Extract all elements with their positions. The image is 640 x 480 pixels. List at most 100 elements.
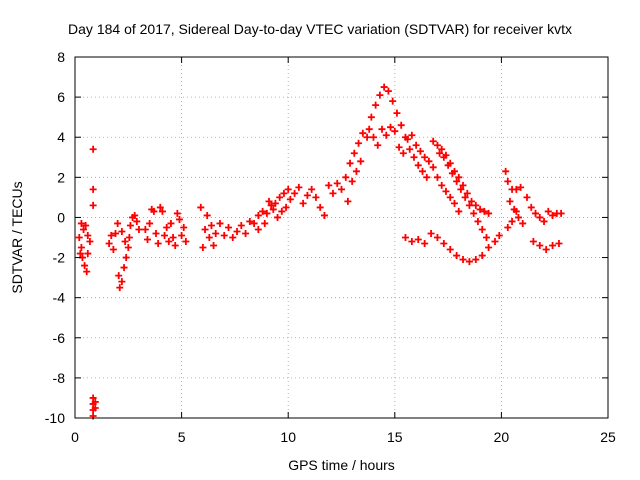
data-point	[472, 256, 480, 264]
data-point	[425, 157, 433, 165]
data-point	[463, 189, 471, 197]
y-axis-label: SDTVAR / TECUs	[9, 181, 25, 293]
data-point	[299, 199, 307, 207]
data-point	[459, 256, 467, 264]
data-point	[504, 177, 512, 185]
data-point	[367, 113, 375, 121]
data-point	[284, 185, 292, 193]
data-point	[76, 250, 84, 258]
data-point	[207, 221, 215, 229]
data-point	[182, 238, 190, 246]
data-point	[120, 264, 128, 272]
data-point	[201, 225, 209, 233]
y-tick-label: 0	[57, 209, 65, 225]
data-point	[536, 242, 544, 250]
data-point	[365, 125, 373, 133]
data-point	[478, 225, 486, 233]
data-point	[199, 244, 207, 252]
data-point	[455, 207, 463, 215]
data-point	[124, 244, 132, 252]
data-point	[421, 240, 429, 248]
data-point	[146, 219, 154, 227]
data-point	[105, 240, 113, 248]
data-point	[450, 167, 458, 175]
data-point	[461, 193, 469, 201]
data-point	[312, 193, 320, 201]
x-tick-label: 20	[494, 429, 510, 445]
data-point	[557, 209, 565, 217]
data-point	[133, 217, 141, 225]
data-point	[527, 203, 535, 211]
data-point	[109, 246, 117, 254]
data-point	[433, 234, 441, 241]
data-point	[80, 225, 88, 233]
data-point	[408, 238, 416, 246]
data-point	[410, 153, 418, 161]
chart-title: Day 184 of 2017, Sidereal Day-to-day VTE…	[68, 21, 572, 37]
data-point	[216, 219, 224, 227]
data-point	[75, 234, 83, 241]
data-point	[154, 240, 162, 248]
data-point	[412, 141, 420, 149]
data-point	[118, 227, 126, 235]
data-point	[429, 137, 437, 145]
data-point	[504, 223, 512, 231]
data-point	[308, 185, 316, 193]
grid	[75, 57, 608, 418]
data-point	[125, 234, 133, 241]
data-point	[459, 181, 467, 189]
data-point	[131, 211, 139, 219]
data-point	[165, 238, 173, 246]
data-point	[523, 193, 531, 201]
data-point	[274, 213, 282, 221]
data-point	[167, 219, 175, 227]
x-tick-label: 0	[71, 429, 79, 445]
data-point	[399, 149, 407, 157]
data-point	[549, 242, 557, 250]
data-point	[393, 109, 401, 117]
data-point	[544, 207, 552, 215]
data-point	[416, 147, 424, 155]
data-point	[446, 246, 454, 254]
data-point	[457, 185, 465, 193]
data-point	[84, 231, 92, 239]
data-point	[205, 234, 213, 241]
data-point	[355, 139, 363, 147]
data-point	[363, 133, 371, 141]
data-point	[485, 244, 493, 252]
data-point	[220, 231, 228, 239]
data-point	[408, 131, 416, 139]
data-point	[303, 191, 311, 199]
data-point	[450, 199, 458, 207]
y-tick-label: -8	[53, 370, 66, 386]
data-point	[438, 145, 446, 153]
data-point	[210, 242, 218, 250]
data-point	[295, 183, 303, 191]
data-point	[254, 225, 262, 233]
data-point	[77, 244, 85, 252]
data-point	[397, 121, 405, 129]
data-point	[143, 236, 151, 244]
data-point	[476, 205, 484, 213]
data-point	[107, 231, 115, 239]
data-point	[86, 238, 94, 246]
data-point	[468, 197, 476, 205]
data-point	[389, 97, 397, 105]
data-point	[495, 231, 503, 239]
data-point	[180, 223, 188, 231]
data-point	[440, 240, 448, 248]
data-point	[91, 404, 99, 412]
data-point	[446, 159, 454, 167]
y-tick-label: -6	[53, 330, 66, 346]
data-point	[549, 211, 557, 219]
data-point	[265, 197, 273, 205]
data-point	[175, 215, 183, 223]
data-point	[89, 201, 97, 209]
data-point	[442, 151, 450, 159]
data-point	[387, 123, 395, 131]
data-point	[233, 227, 241, 235]
data-point	[173, 209, 181, 217]
y-tick-label: 2	[57, 169, 65, 185]
data-point	[372, 101, 380, 109]
data-point	[536, 213, 544, 221]
